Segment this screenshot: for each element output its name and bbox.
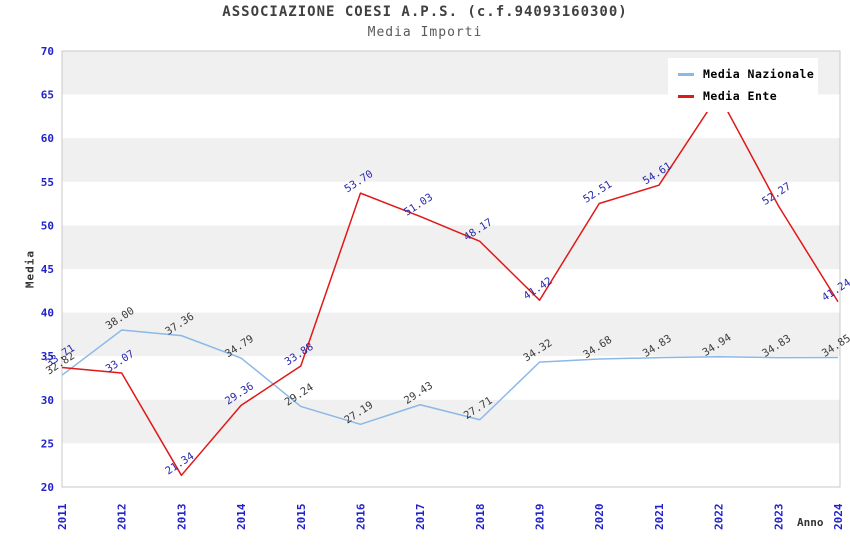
- grid-band: [62, 269, 840, 313]
- x-tick-label: 2024: [832, 503, 845, 530]
- legend-label: Media Ente: [703, 89, 778, 103]
- legend-item-media-ente: Media Ente: [678, 85, 818, 107]
- legend: Media Nazionale Media Ente: [668, 58, 818, 112]
- y-tick-label: 20: [41, 481, 54, 494]
- legend-label: Media Nazionale: [703, 67, 815, 81]
- grid-band: [62, 356, 840, 400]
- y-tick-label: 40: [41, 307, 54, 320]
- x-tick-label: 2012: [116, 504, 129, 531]
- y-tick-label: 65: [41, 89, 54, 102]
- x-tick-label: 2020: [593, 504, 606, 531]
- y-tick-label: 70: [41, 45, 54, 58]
- y-tick-label: 30: [41, 394, 54, 407]
- grid-band: [62, 312, 840, 357]
- x-tick-label: 2023: [772, 504, 785, 531]
- grid-band: [62, 138, 840, 182]
- x-tick-label: 2021: [653, 503, 666, 530]
- y-tick-label: 35: [41, 350, 54, 363]
- x-tick-label: 2016: [354, 503, 367, 530]
- x-tick-label: 2015: [295, 504, 308, 531]
- media-ente-line-swatch-icon: [678, 94, 694, 98]
- x-tick-label: 2014: [235, 503, 248, 530]
- x-tick-label: 2022: [713, 504, 726, 531]
- plot-border-rect: [61, 50, 841, 488]
- plot-border: [61, 50, 841, 488]
- chart-subtitle: Media Importi: [367, 25, 483, 40]
- x-tick-label: 2013: [175, 504, 188, 531]
- legend-item-media-nazionale: Media Nazionale: [678, 63, 818, 85]
- media-nazionale-line-swatch-icon: [678, 72, 694, 76]
- x-tick-label: 2018: [474, 504, 487, 531]
- x-axis-ticks: 2011 2012 2013 2014 2015 2016 2017 2018 2019 2020…: [56, 503, 845, 530]
- x-tick-label: 2017: [414, 504, 427, 531]
- grid-band: [62, 399, 840, 444]
- x-tick-label: 2019: [534, 504, 547, 531]
- x-tick-label: 2011: [56, 503, 69, 530]
- y-axis-title: Media: [23, 249, 37, 289]
- y-axis-ticks: 70 65 60 55 50 45 40 35 30 25 20: [41, 45, 54, 494]
- y-tick-label: 45: [41, 263, 54, 276]
- y-tick-label: 25: [41, 437, 54, 450]
- chart-title: ASSOCIAZIONE COESI A.P.S. (c.f.940931603…: [222, 4, 628, 20]
- line-media-nazionale: [61, 329, 839, 426]
- grid-bands: [62, 51, 840, 487]
- grid-band: [62, 181, 840, 226]
- y-tick-label: 50: [41, 219, 54, 232]
- y-tick-label: 60: [41, 132, 54, 145]
- y-tick-label: 55: [41, 176, 54, 189]
- x-axis-title: Anno: [797, 516, 824, 529]
- grid-band: [62, 443, 840, 487]
- grid-band: [62, 225, 840, 269]
